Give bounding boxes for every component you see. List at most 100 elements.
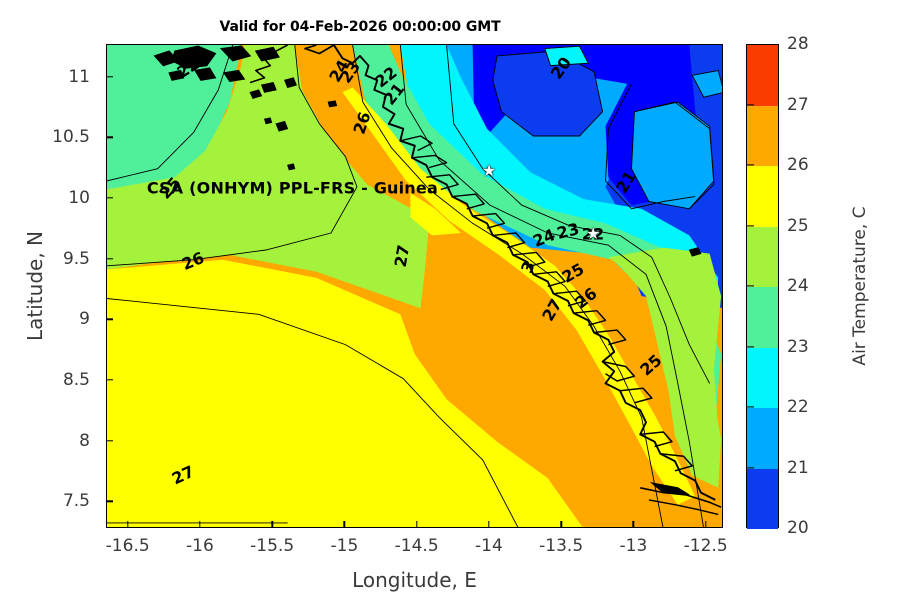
island [287,163,296,171]
island [649,481,690,496]
contour-band [107,259,583,527]
island [254,46,280,62]
contour-line [107,298,519,527]
x-tick-label: -12.5 [683,536,728,556]
x-tick-label: -13.5 [539,536,584,556]
colorbar-band [747,226,778,287]
y-tick-mark [106,258,113,260]
colorbar-tick-mark [747,406,754,408]
colorbar[interactable] [746,44,779,529]
colorbar-tick-label: 22 [787,397,809,417]
colorbar-tick-mark [747,466,754,469]
site-marker-star: ★ [585,224,601,244]
x-tick-mark [415,521,418,528]
colorbar-tick-label: 28 [787,34,809,54]
y-axis-label: Latitude, N [23,231,47,341]
coastline [602,360,636,382]
y-tick-label: 8.5 [62,370,90,390]
x-tick-mark [560,521,562,528]
island [284,77,297,89]
x-tick-mark [126,521,129,528]
island [219,45,252,62]
contour-field [107,45,722,527]
x-tick-mark [199,521,201,528]
colorbar-tick-label: 26 [787,155,809,175]
colorbar-band [747,105,778,166]
contour-band [544,45,589,67]
colorbar-tick-mark [747,164,754,166]
island [688,247,702,257]
coastline [593,329,627,346]
y-tick-mark [106,136,113,139]
map-plot-area[interactable] [106,44,723,528]
y-tick-mark [106,318,113,321]
y-tick-mark [106,500,113,503]
colorbar-tick-mark [747,103,754,106]
contour-band [691,69,722,98]
x-tick-mark [488,521,490,528]
contour-line [605,83,696,210]
coastline [426,174,459,191]
y-tick-label: 9.5 [62,248,90,269]
x-tick-label: -15 [330,536,359,556]
coastline [452,193,485,210]
y-tick-label: 9 [79,309,90,330]
colorbar-tick-mark [747,285,754,287]
contour-line [446,45,710,384]
y-tick-label: 8 [79,430,90,451]
coastline [619,387,653,404]
colorbar-tick-label: 21 [787,457,809,478]
coastline [660,453,693,472]
coastline [400,135,433,152]
map-label-text: CSA (ONHYM) PPL-FRS - Guinea [146,178,438,198]
contour-band [608,247,722,430]
coastline [411,154,448,169]
y-tick-label: 7.5 [62,491,90,512]
x-tick-mark [343,521,346,528]
colorbar-tick-label: 25 [787,215,809,236]
island [153,50,179,67]
colorbar-band [747,45,778,106]
y-tick-label: 11 [68,66,90,87]
contour-band [631,101,715,210]
colorbar-tick-label: 24 [787,276,809,296]
x-tick-label: -16.5 [105,536,150,556]
colorbar-tick-mark [747,224,754,227]
colorbar-band [747,468,778,529]
coastline [553,290,586,307]
island [260,82,277,93]
x-axis-label: Longitude, E [352,568,477,592]
y-tick-mark [106,439,113,442]
contour-band [107,45,357,266]
x-tick-mark [632,521,635,528]
contour-line [107,45,234,182]
island [275,120,289,132]
contour-band [410,193,461,236]
x-tick-label: -16 [186,536,214,556]
coastline [492,232,526,249]
x-tick-label: -15.5 [250,536,295,556]
island [263,117,273,125]
colorbar-tick-label: 23 [787,336,809,357]
island [327,100,338,108]
chart-title: Valid for 04-Feb-2026 00:00:00 GMT [219,19,501,35]
coastline [573,310,607,326]
island [194,67,217,81]
island [222,69,246,83]
x-tick-mark [271,521,273,528]
colorbar-label: Air Temperature, C [850,206,870,366]
contour-line [107,45,358,267]
y-tick-mark [106,197,113,199]
y-tick-mark [106,76,113,78]
coastline [640,431,673,448]
colorbar-band [747,347,778,408]
coastline [472,212,506,229]
colorbar-band [747,408,778,469]
contour-band [342,87,696,505]
x-tick-label: -14 [475,536,503,556]
contour-band [342,45,719,345]
y-tick-label: 10 [68,188,90,209]
contour-label: 22 [581,224,605,244]
contour-line [634,101,715,210]
